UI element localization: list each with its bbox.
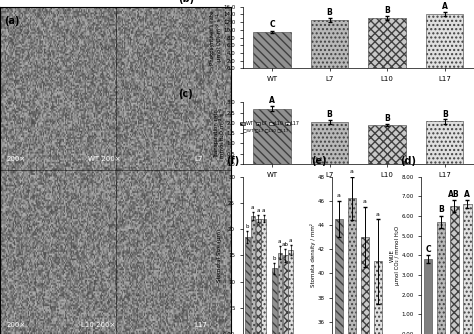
Text: A: A [442,2,448,11]
Bar [335,219,343,334]
Bar [368,18,406,68]
Y-axis label: Stomatal Size (μm): Stomatal Size (μm) [217,229,221,282]
Text: 200×: 200× [7,156,26,162]
Text: a: a [251,205,255,210]
Bar [251,216,255,334]
Text: WT 200×: WT 200× [88,156,120,162]
Legend: WT, L7, L10, L17: WT, L7, L10, L17 [238,119,302,128]
Bar [245,237,250,334]
Text: □WT □L7 □L10 □L17: □WT □L7 □L10 □L17 [243,129,288,133]
Y-axis label: Transpiration rate
mmol H₂O m⁻² s⁻¹: Transpiration rate mmol H₂O m⁻² s⁻¹ [214,108,225,158]
Bar [361,237,369,334]
Bar [368,125,406,164]
Text: L10 200×: L10 200× [81,322,115,328]
Bar [426,14,464,68]
Y-axis label: Stomata density / mm²: Stomata density / mm² [310,223,316,287]
Text: (d): (d) [401,156,417,166]
Text: (e): (e) [311,156,327,166]
Text: a: a [350,169,354,174]
Bar [424,259,432,334]
Bar [311,20,348,68]
Text: B: B [442,110,447,119]
Text: a: a [337,193,341,198]
Text: b: b [246,223,249,228]
Text: b: b [273,256,276,261]
Text: B: B [438,205,444,214]
Bar [253,32,291,68]
Text: 200×: 200× [7,322,26,328]
Bar [437,222,446,334]
Bar [253,109,291,164]
Text: C: C [425,245,431,254]
Text: a: a [278,239,282,244]
Bar [272,269,277,334]
Bar [311,122,348,164]
Bar [278,253,282,334]
Bar [288,250,293,334]
Text: a: a [262,208,265,213]
Text: AB: AB [448,190,460,199]
Bar [347,198,356,334]
Text: (a): (a) [5,16,20,26]
Text: a: a [363,199,367,204]
Text: L17: L17 [194,322,207,328]
Bar [463,204,472,334]
Text: B: B [384,114,390,123]
Bar [450,206,458,334]
Text: B: B [384,6,390,15]
Bar [283,255,288,334]
Text: (c): (c) [178,90,193,100]
Bar [374,262,382,334]
Text: (b): (b) [178,0,194,4]
Text: a: a [376,211,380,216]
Bar [261,218,266,334]
Y-axis label: WUE
μmol CO₂ / mmol H₂O: WUE μmol CO₂ / mmol H₂O [389,226,400,285]
Text: ab: ab [282,242,289,247]
Bar [426,122,464,164]
Bar [256,218,261,334]
Text: (f): (f) [226,156,239,166]
Text: a: a [289,238,292,243]
Text: B: B [327,110,332,119]
Text: B: B [327,8,332,17]
Text: a: a [256,208,260,213]
Text: L7: L7 [194,156,202,162]
Text: A: A [465,190,470,199]
Text: C: C [269,20,275,29]
Text: A: A [269,96,275,105]
Y-axis label: Photosynthesis rate
μmol CO₂ m⁻² s⁻¹: Photosynthesis rate μmol CO₂ m⁻² s⁻¹ [210,10,221,65]
